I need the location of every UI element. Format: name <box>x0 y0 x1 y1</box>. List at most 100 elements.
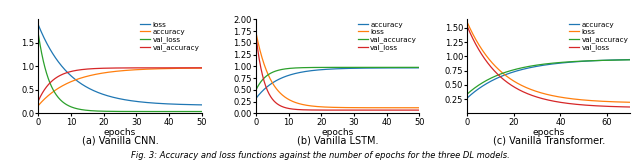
val_accuracy <box>516 67 524 69</box>
val_accuracy <box>54 76 62 78</box>
val_accuracy <box>198 67 205 69</box>
loss <box>88 89 95 91</box>
val_loss <box>88 110 95 112</box>
val_loss <box>371 109 378 111</box>
val_loss <box>272 102 280 104</box>
accuracy <box>516 69 524 71</box>
loss <box>305 105 313 107</box>
accuracy <box>355 67 362 69</box>
accuracy <box>88 74 95 76</box>
val_loss <box>463 25 471 27</box>
accuracy <box>152 68 160 70</box>
Legend: accuracy, loss, val_accuracy, val_loss: accuracy, loss, val_accuracy, val_loss <box>568 21 629 52</box>
X-axis label: epochs: epochs <box>532 128 565 137</box>
val_loss <box>516 89 524 91</box>
val_accuracy <box>483 79 491 81</box>
accuracy <box>528 66 536 68</box>
loss <box>516 84 524 86</box>
val_accuracy <box>566 61 573 63</box>
val_loss <box>566 103 573 105</box>
Line: val_accuracy: val_accuracy <box>38 68 202 101</box>
accuracy <box>463 97 471 99</box>
accuracy <box>137 69 145 70</box>
accuracy <box>566 61 573 63</box>
loss <box>152 102 160 104</box>
val_accuracy <box>627 59 634 61</box>
Text: (c) Vanilla Transformer.: (c) Vanilla Transformer. <box>493 136 605 146</box>
accuracy <box>582 60 589 62</box>
Text: Fig. 3: Accuracy and loss functions against the number of epochs for the three D: Fig. 3: Accuracy and loss functions agai… <box>131 151 509 160</box>
accuracy <box>272 80 280 82</box>
accuracy <box>198 67 205 69</box>
loss <box>35 24 42 26</box>
val_loss <box>305 109 313 111</box>
loss <box>370 107 378 109</box>
accuracy <box>35 104 42 106</box>
val_accuracy <box>137 67 145 69</box>
X-axis label: epochs: epochs <box>104 128 136 137</box>
val_loss <box>370 109 378 111</box>
Line: loss: loss <box>467 22 630 102</box>
val_accuracy <box>152 67 160 69</box>
Line: val_loss: val_loss <box>467 26 630 107</box>
val_accuracy <box>252 89 260 91</box>
loss <box>153 102 161 104</box>
accuracy <box>252 97 260 99</box>
Line: accuracy: accuracy <box>38 68 202 105</box>
Line: val_accuracy: val_accuracy <box>256 67 419 90</box>
Line: accuracy: accuracy <box>467 60 630 98</box>
val_loss <box>581 104 589 106</box>
loss <box>582 99 589 101</box>
loss <box>54 60 62 62</box>
val_accuracy <box>305 67 313 69</box>
val_loss <box>528 94 536 96</box>
val_accuracy <box>153 67 161 69</box>
accuracy <box>371 67 378 69</box>
val_loss <box>252 35 260 37</box>
loss <box>415 107 423 109</box>
val_loss <box>54 96 62 98</box>
loss <box>581 99 589 101</box>
loss <box>566 98 573 99</box>
Text: (b) Vanilla LSTM.: (b) Vanilla LSTM. <box>297 136 378 146</box>
loss <box>252 32 260 34</box>
loss <box>528 89 536 91</box>
accuracy <box>99 72 107 74</box>
loss <box>371 107 378 109</box>
val_accuracy <box>415 66 423 68</box>
val_loss <box>317 109 324 111</box>
val_loss <box>35 34 42 35</box>
accuracy <box>581 60 589 62</box>
Line: loss: loss <box>38 25 202 105</box>
loss <box>483 55 491 57</box>
val_loss <box>355 109 362 111</box>
loss <box>355 107 362 109</box>
val_loss <box>153 110 161 112</box>
accuracy <box>370 67 378 69</box>
val_accuracy <box>370 66 378 68</box>
Line: accuracy: accuracy <box>256 68 419 98</box>
val_accuracy <box>272 70 280 72</box>
val_accuracy <box>371 66 378 68</box>
Legend: accuracy, loss, val_accuracy, val_loss: accuracy, loss, val_accuracy, val_loss <box>357 21 418 52</box>
accuracy <box>317 69 324 71</box>
val_accuracy <box>88 68 95 70</box>
loss <box>272 87 280 89</box>
loss <box>198 104 205 106</box>
val_accuracy <box>582 60 589 62</box>
Line: val_loss: val_loss <box>256 36 419 110</box>
val_loss <box>198 110 205 112</box>
X-axis label: epochs: epochs <box>321 128 354 137</box>
val_accuracy <box>528 65 536 67</box>
val_accuracy <box>99 67 107 69</box>
val_accuracy <box>581 60 589 62</box>
accuracy <box>305 70 313 72</box>
loss <box>317 106 324 108</box>
val_loss <box>582 104 589 106</box>
val_loss <box>483 61 491 63</box>
val_accuracy <box>355 66 362 68</box>
Legend: loss, accuracy, val_loss, val_accuracy: loss, accuracy, val_loss, val_accuracy <box>140 21 200 52</box>
Text: (a) Vanilla CNN.: (a) Vanilla CNN. <box>82 136 158 146</box>
val_loss <box>99 110 107 112</box>
loss <box>137 101 145 103</box>
